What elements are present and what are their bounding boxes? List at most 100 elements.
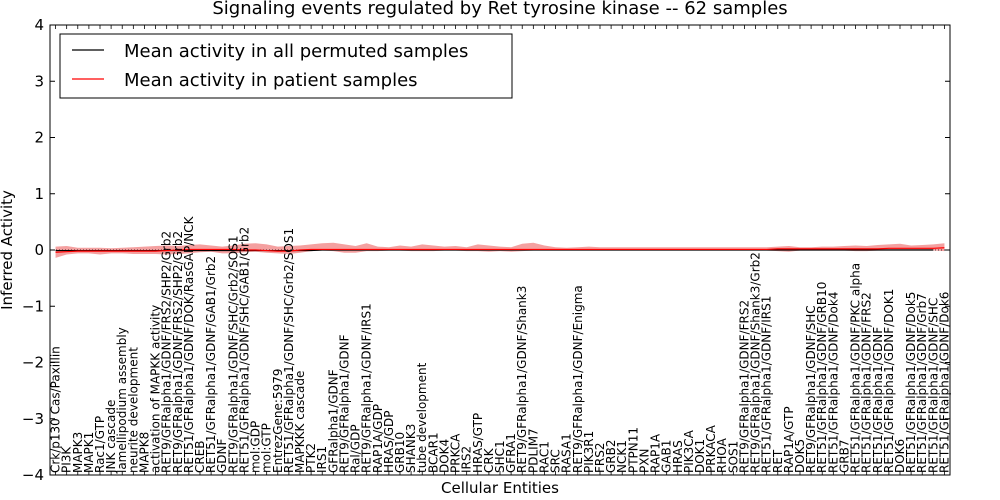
x-tick-label: BCAR1: [426, 432, 440, 473]
x-tick-label: EntrezGene:5979: [271, 369, 285, 474]
x-tick-label: RET9/GFRalpha1/GDNF/SHC/Grb2/SOS1: [226, 235, 240, 473]
x-tick-label: RET51/GFRalpha1/GDNF/GRB10: [815, 282, 829, 473]
x-tick-label: neurite development: [126, 347, 140, 473]
x-tick-label: SHC1: [493, 440, 507, 473]
x-tick-label: PIK3R1: [582, 431, 596, 473]
x-tick-label: GDNF: [215, 438, 229, 473]
x-tick-label: HRAS: [671, 440, 685, 473]
series-layer: [55, 247, 945, 253]
x-tick-label: Ral/GDP: [349, 424, 363, 473]
x-tick-label: PTPN11: [626, 427, 640, 473]
x-tick-label: PRKACA: [704, 424, 718, 473]
x-tick-label: lamellipodium assembly: [115, 327, 129, 473]
x-tick-label: GRB2: [604, 439, 618, 473]
x-tick-label: FRS2: [593, 443, 607, 474]
y-tick-label: −2: [22, 354, 44, 372]
x-tick-label: MAPK3: [71, 432, 85, 473]
x-tick-label: RET51/GFRalpha1/GDNF/DOK/RasGAP/NCK: [182, 215, 196, 473]
x-tick-label: GRB7: [837, 439, 851, 473]
x-tick-label: RAC1: [537, 441, 551, 473]
legend-box: [59, 33, 513, 99]
x-tick-label: RET51/GFRalpha1/GDNF/SHC/Grb2/SOS1: [282, 228, 296, 473]
x-tick-label: RET51/GFRalpha1/GDNF/SHC/GAB1/Grb2: [237, 227, 251, 473]
x-tick-label: PIK3CA: [682, 429, 696, 473]
x-tick-label: activation of MAPKK activity: [149, 305, 163, 473]
x-tick-label: DOK4: [437, 439, 451, 473]
x-tick-label: RET9/GFRalpha1/GDNF/SHC: [804, 305, 818, 473]
y-tick-label: −4: [22, 466, 44, 484]
x-tick-label: RET51/GFRalpha1/GDNF/IRS1: [760, 296, 774, 473]
x-tick-label: RAP1A/GTP: [782, 406, 796, 473]
y-tick-label: −1: [22, 297, 44, 315]
x-tick-label: RET9/GFRalpha1/GDNF/IRS1: [360, 303, 374, 473]
patient-mean-line: [55, 247, 945, 253]
x-tick-label: DOK6: [893, 439, 907, 473]
x-tick-label: SRC: [549, 449, 563, 473]
y-tick-label: −3: [22, 410, 44, 428]
x-tick-label: Rac1/GTP: [93, 416, 107, 473]
x-tick-label: RET51/GFRalpha1/GDNF/PKC alpha: [849, 263, 863, 473]
x-tick-label: RET51/GFRalpha1/GDNF: [871, 327, 885, 473]
x-tick-label: RET9/GFRalpha1/GDNF: [337, 334, 351, 473]
x-tick-label: HRAS/GDP: [382, 410, 396, 473]
x-tick-label: mol:GDP: [249, 421, 263, 473]
x-tick-label: tube development: [415, 362, 429, 473]
x-tick-label: mol:GTP: [260, 423, 274, 473]
x-tick-label: RAP1A/GDP: [371, 404, 385, 473]
x-tick-label: RET51/GFRalpha1/GDNF/DOK1: [882, 289, 896, 473]
x-tick-label: PTK2: [304, 443, 318, 473]
x-tick-label: RET: [771, 449, 785, 473]
x-tick-label: RET9/GFRalpha1/GDNF/FRS2/SHP2/Grb2: [171, 231, 185, 473]
y-tick-label: 0: [34, 241, 44, 259]
x-tick-label: RAP1A: [649, 433, 663, 473]
x-tick-label: PXN: [637, 449, 651, 473]
y-axis-label: Inferred Activity: [0, 190, 16, 310]
x-tick-label: GAB1: [660, 440, 674, 473]
y-tick-label: 2: [34, 129, 44, 147]
x-tick-label: MAPK8: [137, 432, 151, 473]
x-tick-label: PI3K: [60, 446, 74, 473]
x-tick-label: GFRalpha1/GDNF: [326, 369, 340, 473]
axes-layer: −4 −3 −2 −1 0 1 2 3 4: [22, 16, 951, 484]
x-tick-label: PRKCA: [449, 433, 463, 473]
x-tick-label: GRB10: [393, 432, 407, 473]
x-tick-label: RET9/GFRalpha1/GDNF/Enigma: [571, 285, 585, 473]
x-tick-label: RET51/GFRalpha1/GDNF/Grb7: [915, 293, 929, 473]
legend-label-permuted: Mean activity in all permuted samples: [124, 41, 468, 62]
x-tick-label: MAPK1: [82, 432, 96, 473]
x-tick-label: HRAS/GTP: [471, 413, 485, 473]
x-tick-label: RASA1: [560, 433, 574, 473]
x-tick-label: Crk/p130 Cas/Paxillin: [49, 346, 63, 473]
x-tick-label: MAPKKK cascade: [293, 371, 307, 473]
x-tick-label: RET9/GFRalpha1/GDNF/FRS2: [737, 300, 751, 473]
x-tick-label: SHANK3: [404, 424, 418, 473]
x-tick-label: RET51/GFRalpha1/GDNF/Dok6: [937, 292, 951, 473]
x-tick-label: PDLIM7: [526, 428, 540, 473]
legend: Mean activity in all permuted samples Me…: [59, 33, 513, 99]
x-tick-label: SOS1: [726, 441, 740, 473]
x-tick-label: RHOA: [715, 437, 729, 473]
x-axis-label: Cellular Entities: [441, 479, 559, 497]
x-tick-labels: Crk/p130 Cas/PaxillinPI3KMAPK3MAPK1Rac1/…: [49, 215, 952, 474]
x-tick-label: GFRA1: [504, 433, 518, 473]
y-tick-label: 3: [34, 72, 44, 90]
x-tick-label: RET51/GFRalpha1/GDNF/FRS2: [860, 292, 874, 473]
x-tick-label: CRK: [482, 447, 496, 473]
x-tick-label: RET51/GFRalpha1/GDNF/Dok4: [826, 292, 840, 473]
x-tick-label: CREB: [193, 440, 207, 473]
x-tick-label: JNK cascade: [104, 400, 118, 474]
y-tick-label: 4: [34, 16, 44, 34]
chart-title: Signaling events regulated by Ret tyrosi…: [212, 0, 787, 19]
x-tick-label: RET9/GFRalpha1/GDNF/FRS2/SHP2/Grb2: [160, 231, 174, 473]
x-tick-label: DOK5: [793, 439, 807, 473]
x-tick-label: RET9/GFRalpha1/GDNF/Shank3/Grb2: [749, 252, 763, 473]
x-tick-label: RET51/GFRalpha1/GDNF/Dok5: [904, 292, 918, 473]
x-tick-label: RET51/GFRalpha1/GDNF/GAB1/Grb2: [204, 256, 218, 473]
x-tick-label: IRS2: [460, 446, 474, 473]
x-tick-label: DOK1: [693, 439, 707, 473]
legend-label-patient: Mean activity in patient samples: [124, 70, 418, 91]
x-tick-label: IRS1: [315, 446, 329, 473]
y-tick-label: 1: [34, 185, 44, 203]
